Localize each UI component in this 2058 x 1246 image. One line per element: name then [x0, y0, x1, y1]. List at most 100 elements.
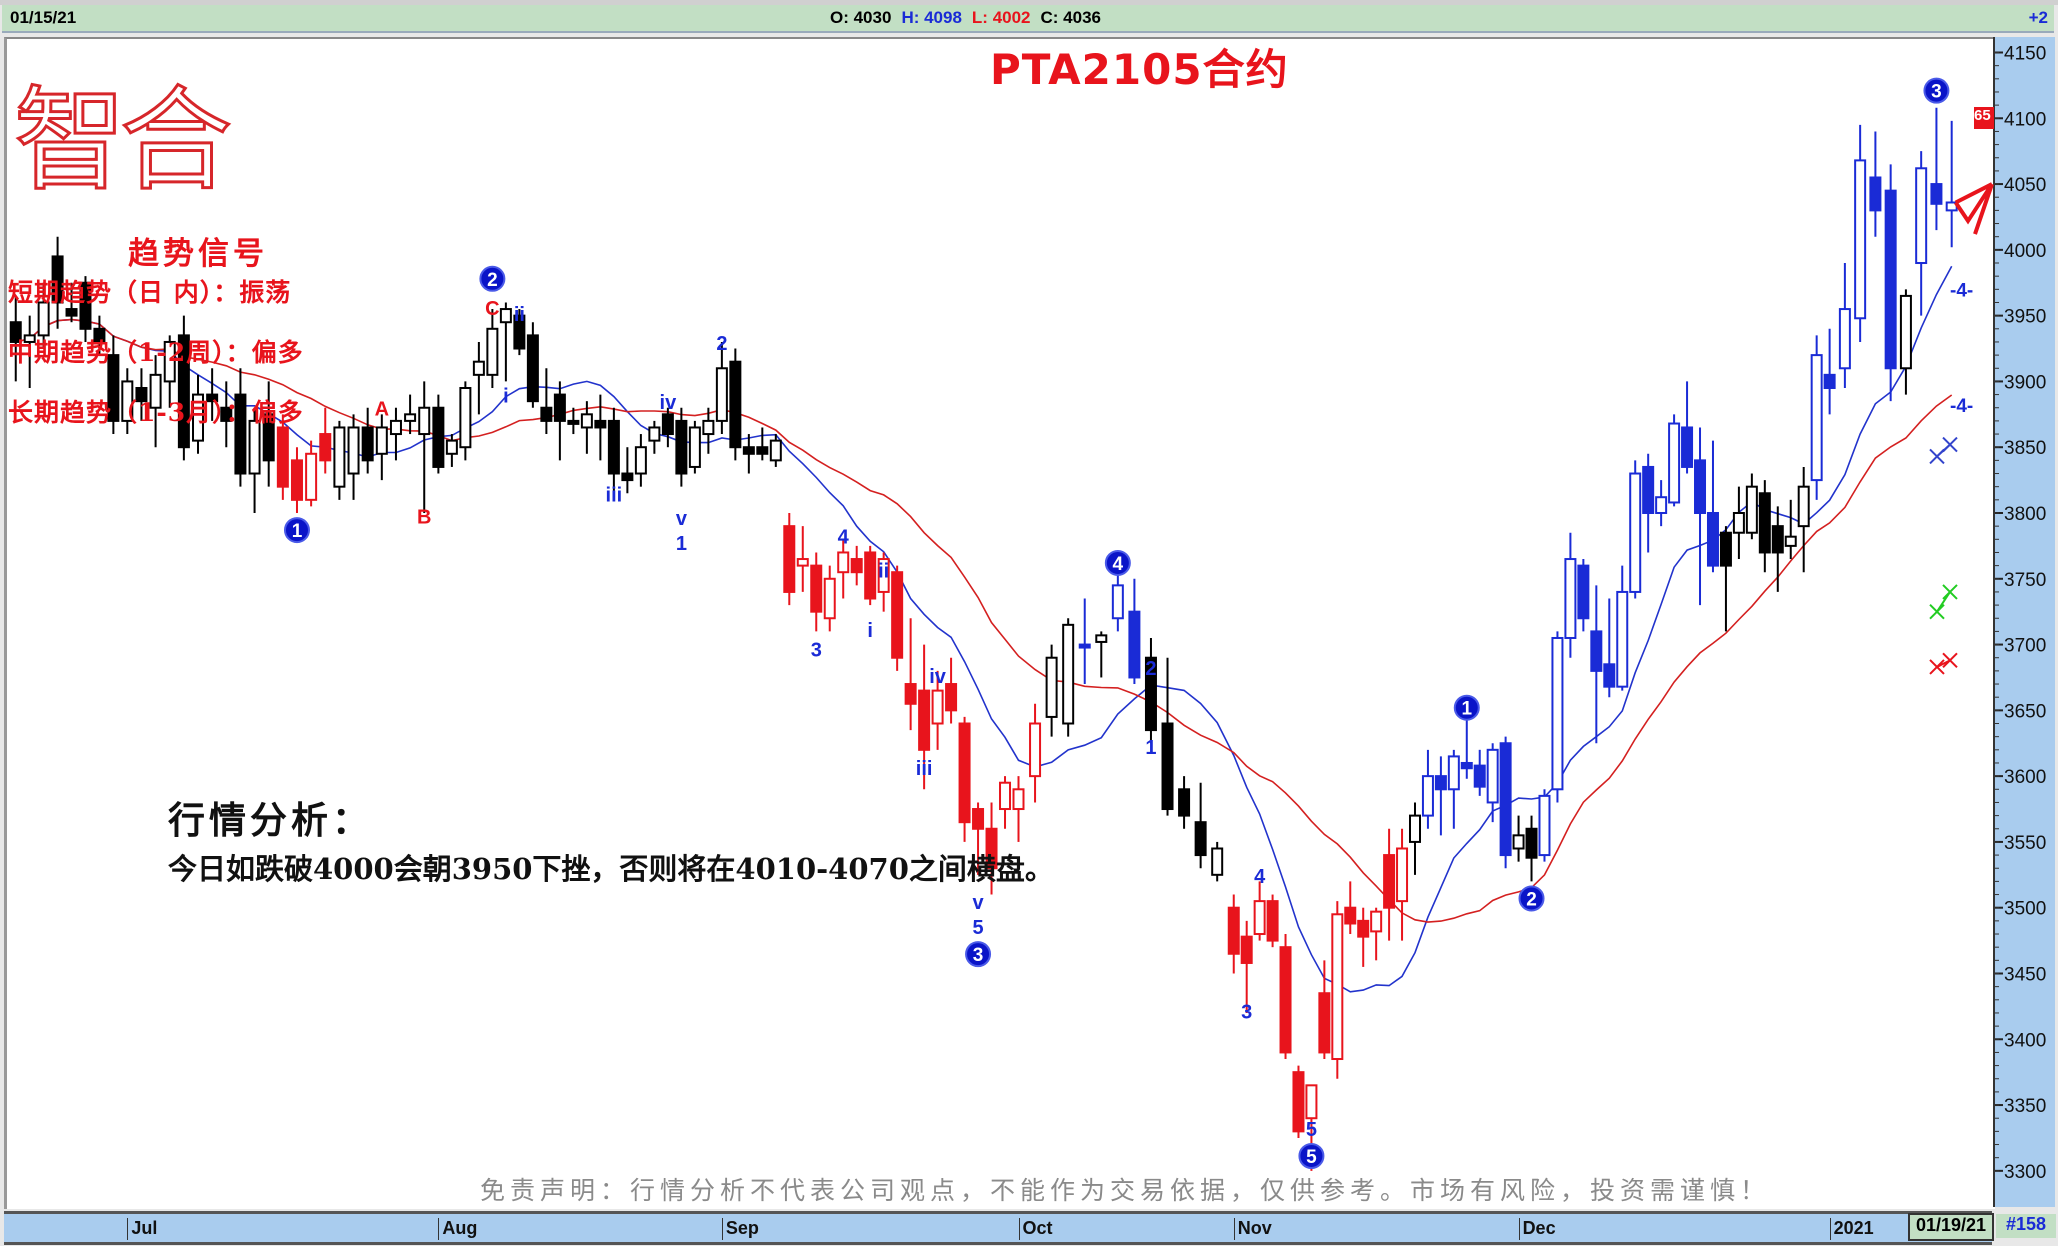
- y-tick-label: 4000: [2004, 241, 2046, 262]
- candle-body: [580, 413, 593, 429]
- wave-label: 3: [811, 640, 822, 662]
- candle-body: [891, 571, 904, 659]
- price-axis[interactable]: [1993, 37, 2055, 1207]
- candle-body: [445, 439, 458, 455]
- close-value: C: 4036: [1040, 8, 1101, 27]
- candle-body: [634, 446, 647, 475]
- y-tick-label: 3750: [2004, 570, 2046, 591]
- x-marker-link: [1936, 591, 1951, 613]
- wave-circle-marker: [1923, 77, 1950, 104]
- wave-label: v: [676, 508, 688, 530]
- candle-body: [1603, 663, 1616, 688]
- candle-body: [1370, 910, 1383, 933]
- candle-body: [1694, 459, 1707, 514]
- analysis-title: 行情分析：: [168, 798, 373, 842]
- moving-average-line-2: [15, 318, 1953, 923]
- candle-body: [864, 551, 877, 600]
- candle-body: [319, 433, 332, 462]
- wave-label: A: [375, 399, 389, 421]
- candle-body: [459, 387, 472, 449]
- candle-body: [1590, 630, 1603, 672]
- time-axis[interactable]: Jul Aug Sep Oct Nov Dec 2021: [4, 1211, 1992, 1245]
- candle-body: [688, 426, 701, 468]
- high-value: H: 4098: [901, 8, 962, 27]
- wave-label: 4: [1254, 866, 1266, 888]
- candle-body: [1095, 634, 1108, 643]
- candle-body: [1396, 847, 1409, 903]
- candle-body: [1078, 643, 1091, 649]
- candle-body: [1029, 722, 1042, 778]
- candle-body: [1577, 564, 1590, 620]
- low-value: L: 4002: [971, 8, 1031, 27]
- candle-body: [1408, 814, 1421, 843]
- candle-body: [823, 577, 836, 620]
- candle-body: [850, 558, 863, 574]
- candle-body: [206, 393, 219, 403]
- current-date-box: 01/19/21: [1908, 1213, 1994, 1241]
- candle-body: [432, 406, 445, 468]
- wave-circle-marker: [479, 265, 506, 292]
- wave-circle-label: 1: [292, 521, 303, 542]
- candle-body: [1434, 775, 1447, 791]
- candle-body: [1240, 935, 1253, 964]
- candle-body: [1144, 656, 1157, 732]
- y-tick-label: 4100: [2004, 109, 2046, 130]
- candle-body: [1331, 913, 1344, 1061]
- wave-label: ii: [514, 304, 525, 326]
- y-tick-label: 3300: [2004, 1162, 2046, 1183]
- candle-body: [1279, 946, 1292, 1054]
- candle-body: [1823, 373, 1836, 390]
- open-value: O: 4030: [830, 8, 892, 27]
- candle-body: [918, 689, 931, 751]
- candle-body: [661, 413, 674, 436]
- wave-label: B: [417, 507, 431, 529]
- x-marker: [1929, 659, 1945, 675]
- wave-label: 3: [1241, 1001, 1252, 1023]
- change-indicator: +2: [2028, 8, 2048, 27]
- candle-body: [333, 426, 346, 488]
- short-term-trend: 短期趋势（日 内）：振荡: [8, 278, 292, 307]
- candle-body: [1499, 742, 1512, 857]
- wave-label: 2: [716, 333, 727, 355]
- candle-body: [1810, 354, 1823, 482]
- candle-body: [985, 827, 998, 870]
- bar-date: 01/15/21: [10, 8, 77, 27]
- wave-circle-marker: [1518, 885, 1545, 912]
- candle-body: [1719, 531, 1732, 567]
- candle-body: [1111, 584, 1124, 620]
- candle-body: [121, 380, 134, 422]
- candle-body: [1178, 788, 1191, 817]
- candle-body: [999, 781, 1012, 811]
- window-top-strip: [0, 0, 2058, 5]
- wave-label: 5: [1306, 1119, 1317, 1141]
- candle-body: [1211, 847, 1224, 876]
- candle-body: [1930, 183, 1943, 205]
- candle-body: [567, 419, 580, 425]
- candle-body: [1473, 764, 1486, 788]
- month-label: 2021: [1829, 1218, 1874, 1240]
- candle-body: [1616, 590, 1629, 688]
- candle-body: [107, 354, 120, 422]
- candle-body: [1899, 294, 1912, 370]
- candle-body: [37, 301, 50, 337]
- month-label: Aug: [438, 1218, 477, 1240]
- candle-body: [418, 406, 431, 436]
- candle-body: [1538, 794, 1551, 857]
- ohlc-readout: O: 4030 H: 4098 L: 4002 C: 4036: [830, 8, 1111, 28]
- candle-body: [1771, 525, 1784, 554]
- logo: 智合: [13, 75, 234, 208]
- month-label: Jul: [127, 1218, 157, 1240]
- candle-body: [1292, 1071, 1305, 1133]
- last-price-badge: 65: [1974, 107, 1994, 129]
- wave-label: i: [503, 386, 509, 408]
- candle-body: [958, 722, 971, 824]
- chart-panel[interactable]: [4, 37, 1995, 1209]
- y-tick-label: 3950: [2004, 307, 2046, 328]
- candle-body: [1460, 761, 1473, 770]
- y-tick-label: 3700: [2004, 636, 2046, 657]
- wave-label: iv: [660, 392, 678, 414]
- mid-term-trend: 中期趋势（1-2周）：偏多: [8, 338, 304, 367]
- candle-body: [93, 327, 106, 343]
- candle-body: [756, 446, 769, 455]
- bar-count: #158: [1996, 1214, 2056, 1238]
